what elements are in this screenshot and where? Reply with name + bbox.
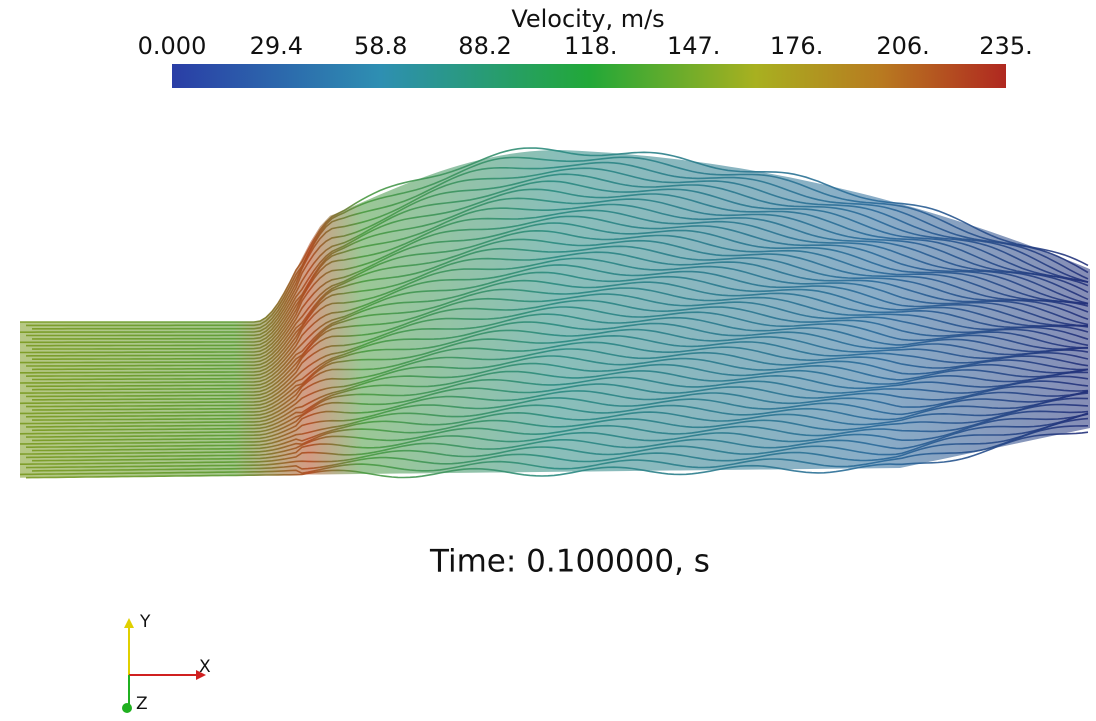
streamline bbox=[20, 147, 1089, 323]
streamline bbox=[25, 383, 1089, 438]
streamline bbox=[19, 403, 1089, 455]
streamline bbox=[32, 180, 1089, 340]
y-arrow-head bbox=[124, 618, 134, 628]
streamline bbox=[20, 209, 1089, 354]
streamline bbox=[20, 251, 1089, 374]
streamline bbox=[26, 392, 1089, 449]
axes-triad: Y X Z bbox=[122, 612, 211, 714]
streamline bbox=[25, 413, 1089, 469]
streamline bbox=[26, 279, 1089, 388]
streamline bbox=[26, 238, 1089, 367]
streamline bbox=[19, 376, 1089, 435]
streamline bbox=[31, 245, 1089, 371]
colorbar-tick-label: 118. bbox=[564, 32, 617, 60]
colorbar-tick-label: 29.4 bbox=[250, 32, 303, 60]
streamline bbox=[26, 173, 1089, 337]
time-label: Time: 0.100000, s bbox=[429, 544, 710, 580]
streamline bbox=[20, 334, 1089, 415]
streamline bbox=[26, 362, 1089, 428]
streamline bbox=[25, 257, 1089, 377]
streamline bbox=[20, 188, 1089, 344]
streamline bbox=[31, 417, 1089, 472]
streamline bbox=[20, 390, 1089, 445]
streamline bbox=[32, 348, 1089, 421]
streamline bbox=[25, 341, 1089, 418]
streamline bbox=[20, 229, 1089, 364]
streamline bbox=[19, 271, 1089, 384]
streamline bbox=[32, 161, 1089, 330]
streamline bbox=[25, 410, 1089, 459]
streamline bbox=[20, 167, 1089, 334]
streamline bbox=[26, 321, 1089, 408]
streamline bbox=[26, 156, 1089, 327]
streamline bbox=[26, 197, 1089, 347]
streamline bbox=[20, 355, 1089, 425]
streamline bbox=[32, 222, 1089, 361]
x-axis-label: X bbox=[199, 657, 211, 677]
streamline bbox=[31, 370, 1089, 432]
streamline bbox=[32, 412, 1089, 462]
colorbar-tick-label: 147. bbox=[667, 32, 720, 60]
z-arrow-head bbox=[122, 703, 132, 713]
z-axis-label: Z bbox=[136, 694, 148, 714]
streamline bbox=[32, 264, 1089, 381]
streamline bbox=[20, 293, 1089, 394]
streamline bbox=[31, 397, 1089, 452]
streamline bbox=[32, 306, 1089, 401]
streamline bbox=[32, 390, 1089, 442]
streamlines bbox=[19, 147, 1090, 479]
streamline bbox=[25, 215, 1089, 357]
colorbar bbox=[172, 64, 1006, 88]
streamline bbox=[25, 299, 1088, 398]
colorbar-tick-label: 176. bbox=[770, 32, 823, 60]
y-axis-label: Y bbox=[139, 612, 151, 632]
streamline bbox=[31, 287, 1089, 391]
streamline bbox=[19, 425, 1089, 476]
streamline bbox=[20, 412, 1089, 466]
colorbar-tick-label: 206. bbox=[876, 32, 929, 60]
streamline bbox=[31, 328, 1089, 411]
colorbar-title: Velocity, m/s bbox=[511, 5, 664, 33]
colorbar-tick-label: 58.8 bbox=[354, 32, 407, 60]
streamline bbox=[25, 431, 1089, 479]
x-arrow-head bbox=[196, 670, 206, 680]
colorbar-tick-label: 235. bbox=[979, 32, 1032, 60]
colorbar-tick-label: 88.2 bbox=[458, 32, 511, 60]
streamline bbox=[19, 313, 1088, 405]
streamline bbox=[32, 203, 1089, 350]
colorbar-tick-label: 0.000 bbox=[138, 32, 207, 60]
